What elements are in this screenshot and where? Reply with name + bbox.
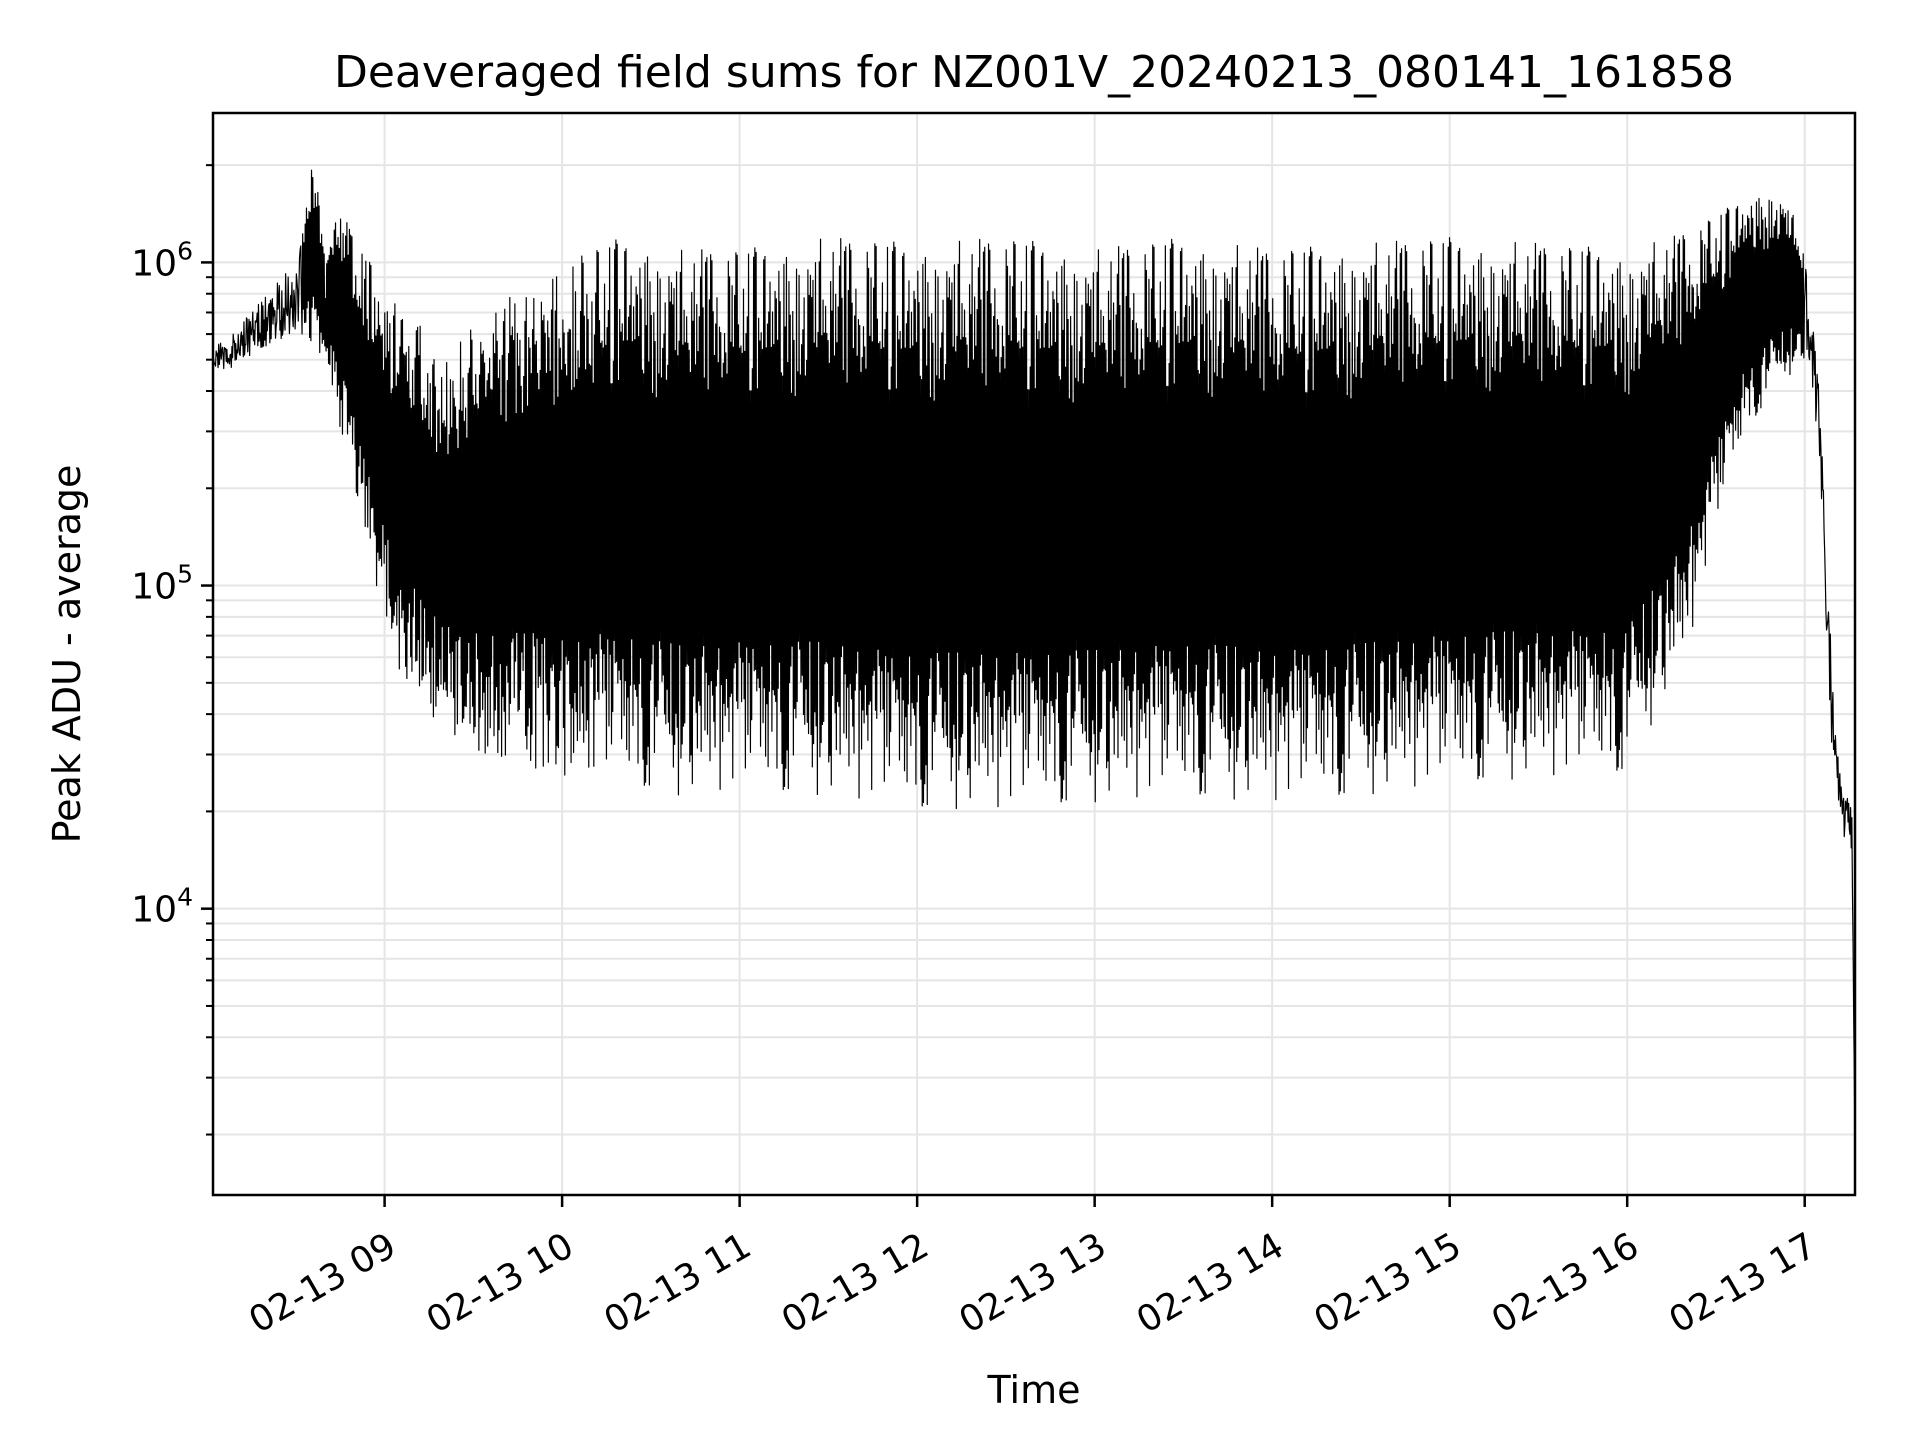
chart-title: Deaveraged field sums for NZ001V_2024021…	[334, 47, 1734, 98]
x-tick-label: 02-13 10	[420, 1225, 581, 1341]
x-axis-ticks: 02-13 09 02-13 10 02-13 11 02-13 12 02-13 13…	[242, 1195, 1823, 1342]
x-tick-label: 02-13 13	[952, 1225, 1113, 1341]
x-tick-label: 02-13 15	[1308, 1225, 1469, 1341]
y-axis-label: Peak ADU - average	[45, 465, 89, 844]
series-line	[212, 169, 1856, 1150]
x-tick-label: 02-13 16	[1485, 1225, 1646, 1341]
x-tick-label: 02-13 09	[242, 1225, 403, 1341]
x-tick-label: 02-13 11	[597, 1225, 758, 1341]
axes-frame	[211, 111, 1857, 1197]
y-tick-label: 105	[131, 560, 193, 608]
y-tick-label: 104	[131, 883, 193, 931]
y-axis-ticks: 104 105 106	[131, 164, 213, 1136]
x-tick-label: 02-13 12	[775, 1225, 936, 1341]
plot-data	[212, 169, 1856, 1150]
y-tick-label: 106	[131, 236, 193, 284]
x-axis-label: Time	[987, 1368, 1081, 1412]
x-tick-label: 02-13 14	[1130, 1225, 1291, 1341]
x-tick-label: 02-13 17	[1663, 1225, 1824, 1341]
